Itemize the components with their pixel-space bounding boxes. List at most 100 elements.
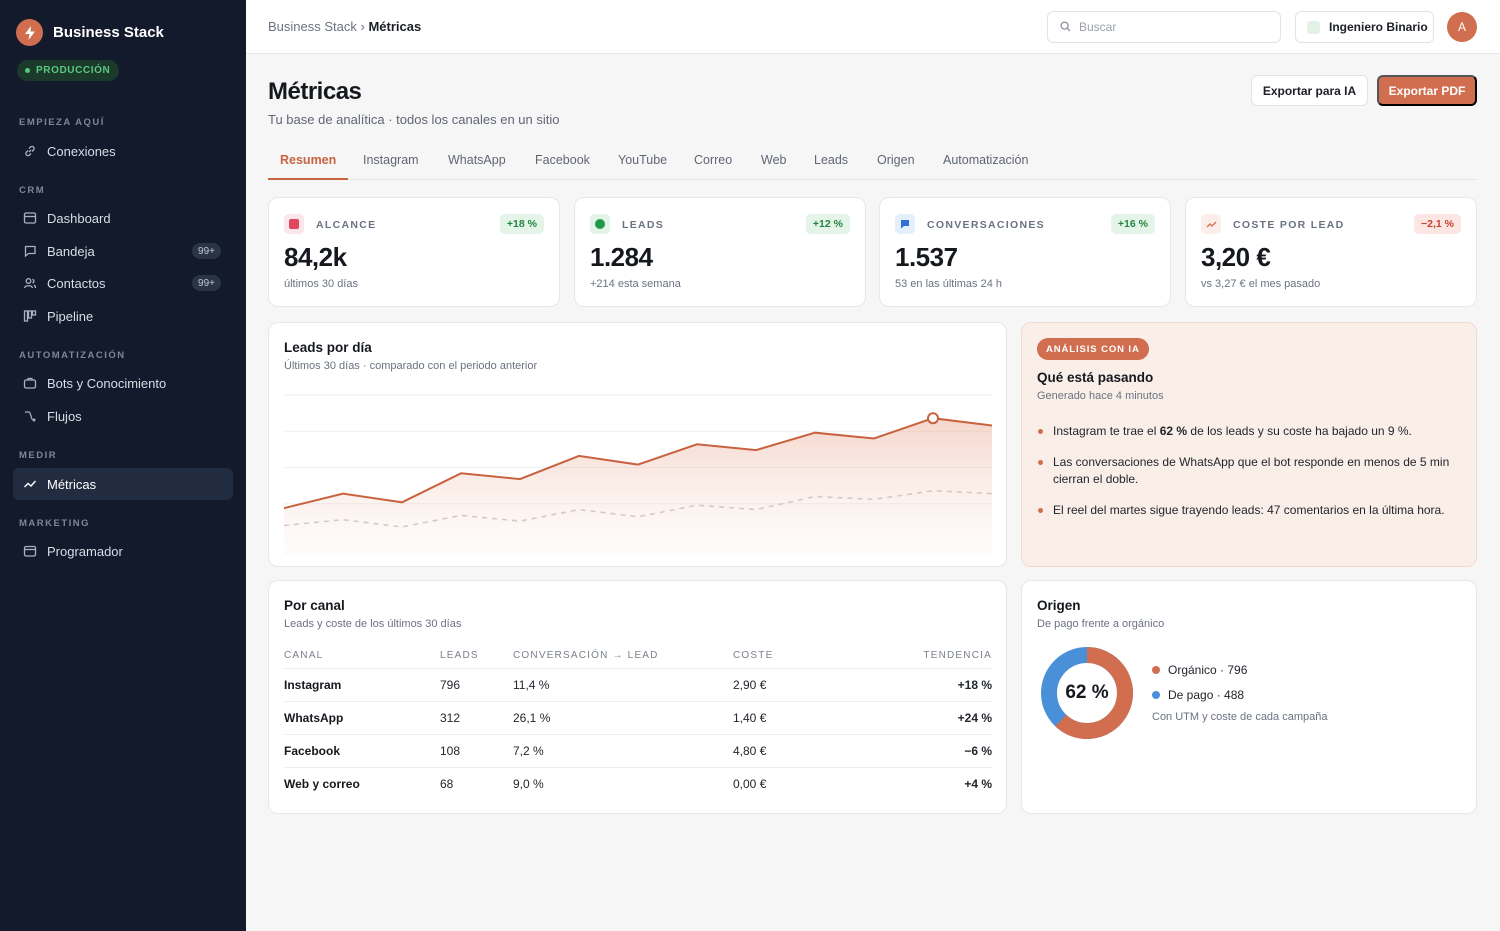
channel-leads: 796 — [440, 668, 513, 702]
kpi-label: ALCANCE — [316, 219, 377, 231]
topbar: Business Stack › Métricas Ingeniero Bina… — [246, 0, 1500, 54]
tab-correo[interactable]: Correo — [694, 153, 733, 167]
channel-conversion: 9,0 % — [513, 776, 544, 791]
legend-item-paid: De pago · 488 — [1152, 686, 1247, 703]
chart-subtitle: Últimos 30 días · comparado con el perio… — [284, 360, 538, 372]
table-row[interactable]: Facebook 108 7,2 % 4,80 € −6 % — [284, 734, 992, 768]
kpi-subtext: últimos 30 días — [284, 278, 358, 290]
sidebar-item-metricas[interactable]: Métricas — [13, 468, 233, 500]
count-badge: 99+ — [192, 243, 221, 259]
ai-insights-list: Instagram te trae el 62 % de los leads y… — [1037, 423, 1457, 533]
kpi-subtext: +214 esta semana — [590, 278, 681, 290]
origin-card: Origen De pago frente a orgánico 62 % Or… — [1021, 580, 1477, 814]
origin-subtitle: De pago frente a orgánico — [1037, 618, 1165, 630]
table-row[interactable]: WhatsApp 312 26,1 % 1,40 € +24 % — [284, 701, 992, 735]
ai-title: Qué está pasando — [1037, 370, 1154, 385]
channel-trend: −6 % — [853, 734, 992, 768]
sidebar-item-label: Pipeline — [47, 308, 94, 324]
column-header[interactable]: LEADS — [440, 648, 513, 669]
sidebar-item-bandeja[interactable]: Bandeja 99+ — [13, 235, 233, 267]
origin-legend: Orgánico · 796 De pago · 488 — [1152, 661, 1247, 711]
workspace-icon — [1307, 20, 1320, 34]
tab-leads[interactable]: Leads — [814, 153, 849, 167]
sidebar-item-label: Conexiones — [47, 143, 116, 159]
export-pdf-button[interactable]: Exportar PDF — [1377, 75, 1477, 106]
tab-web[interactable]: Web — [761, 153, 787, 167]
workspace-name: Ingeniero Binario — [1329, 20, 1428, 34]
page-title: Métricas — [268, 78, 362, 105]
legend-dot — [1152, 690, 1160, 699]
ai-insight: El reel del martes sigue trayendo leads:… — [1037, 502, 1457, 519]
kpi-delta-badge: +12 % — [805, 214, 850, 234]
tab-automatizacion[interactable]: Automatización — [943, 153, 1029, 167]
kpi-label: CONVERSACIONES — [927, 219, 1045, 231]
breadcrumb-separator: › — [356, 19, 369, 34]
workspace-switcher[interactable]: Ingeniero Binario — [1295, 11, 1434, 43]
table-row[interactable]: Web y correo 68 9,0 % 0,00 € +4 % — [284, 767, 992, 800]
leads-icon — [590, 214, 610, 234]
legend-dot — [1152, 665, 1160, 674]
table-header-row: CANAL LEADS CONVERSACIÓN → LEAD COSTE TE… — [284, 648, 992, 669]
sidebar-item-pipeline[interactable]: Pipeline — [13, 300, 233, 332]
donut-chart — [1041, 647, 1133, 739]
dashboard-icon — [23, 211, 37, 225]
inbox-icon — [23, 244, 37, 258]
breadcrumb-root[interactable]: Business Stack — [268, 19, 357, 34]
sidebar-item-label: Contactos — [47, 275, 106, 291]
insight-text: de los leads y su coste ha bajado un 9 %… — [1187, 424, 1412, 438]
environment-label: PRODUCCIÓN — [36, 65, 111, 76]
status-dot — [25, 68, 30, 73]
sidebar-item-programador[interactable]: Programador — [13, 535, 233, 567]
tab-resumen[interactable]: Resumen — [268, 146, 349, 180]
tab-youtube[interactable]: YouTube — [618, 153, 668, 167]
tab-origen[interactable]: Origen — [877, 153, 915, 167]
sidebar-item-bots[interactable]: Bots y Conocimiento — [13, 367, 233, 399]
chat-icon — [895, 214, 915, 234]
tab-facebook[interactable]: Facebook — [535, 153, 590, 167]
series-line-current — [284, 417, 992, 510]
channel-trend: +24 % — [853, 701, 992, 735]
kpi-delta-badge: −2,1 % — [1414, 214, 1461, 234]
sidebar-item-label: Dashboard — [47, 210, 111, 226]
sidebar-item-dashboard[interactable]: Dashboard — [13, 202, 233, 234]
brand[interactable]: Business Stack — [16, 19, 164, 46]
channel-leads: 108 — [440, 734, 513, 768]
kpi-subtext: 53 en las últimas 24 h — [895, 278, 1003, 290]
channel-cost: 4,80 € — [733, 734, 853, 768]
channel-name: Facebook — [284, 734, 440, 768]
channel-name: Web y correo — [284, 776, 360, 791]
kpi-value: 1.537 — [895, 242, 958, 272]
channels-subtitle: Leads y coste de los últimos 30 días — [284, 618, 462, 630]
sidebar-item-contactos[interactable]: Contactos 99+ — [13, 267, 233, 299]
search-input[interactable] — [1079, 20, 1259, 34]
column-header[interactable]: COSTE — [733, 648, 853, 669]
channel-conversion: 11,4 % — [513, 668, 733, 702]
search-icon — [1060, 20, 1071, 35]
export-ai-button[interactable]: Exportar para IA — [1251, 75, 1368, 106]
kpi-card-leads: LEADS +12 % 1.284 +214 esta semana — [574, 197, 866, 307]
page-subtitle: Tu base de analítica · todos los canales… — [268, 112, 560, 127]
table-row[interactable]: Instagram 796 11,4 % 2,90 € +18 % — [284, 668, 992, 702]
avatar[interactable]: A — [1447, 12, 1477, 42]
kpi-delta-badge: +16 % — [1110, 214, 1155, 234]
channel-conversion: 26,1 % — [513, 701, 733, 735]
kpi-value: 84,2k — [284, 242, 347, 272]
column-header[interactable]: TENDENCIA — [853, 648, 992, 669]
search-box[interactable] — [1047, 11, 1281, 43]
tab-whatsapp[interactable]: WhatsApp — [448, 153, 506, 167]
column-header[interactable]: CANAL — [284, 648, 440, 669]
highlight-point[interactable] — [927, 412, 939, 425]
column-header[interactable]: CONVERSACIÓN → LEAD — [513, 648, 733, 669]
legend-item-organic: Orgánico · 796 — [1152, 661, 1247, 678]
sidebar: Business Stack PRODUCCIÓN EMPIEZA AQUÍ C… — [0, 0, 246, 931]
channels-title: Por canal — [284, 598, 345, 613]
channel-cost: 0,00 € — [733, 776, 767, 791]
tab-instagram[interactable]: Instagram — [363, 153, 419, 167]
brand-name: Business Stack — [53, 24, 164, 41]
sidebar-item-flujos[interactable]: Flujos — [13, 400, 233, 432]
sidebar-item-conexiones[interactable]: Conexiones — [13, 135, 233, 167]
donut-segment-organic — [1041, 647, 1133, 739]
ai-badge: ANÁLISIS CON IA — [1037, 338, 1149, 360]
kpi-value: 3,20 € — [1201, 242, 1271, 272]
section-title-automatizacion: AUTOMATIZACIÓN — [19, 350, 126, 361]
